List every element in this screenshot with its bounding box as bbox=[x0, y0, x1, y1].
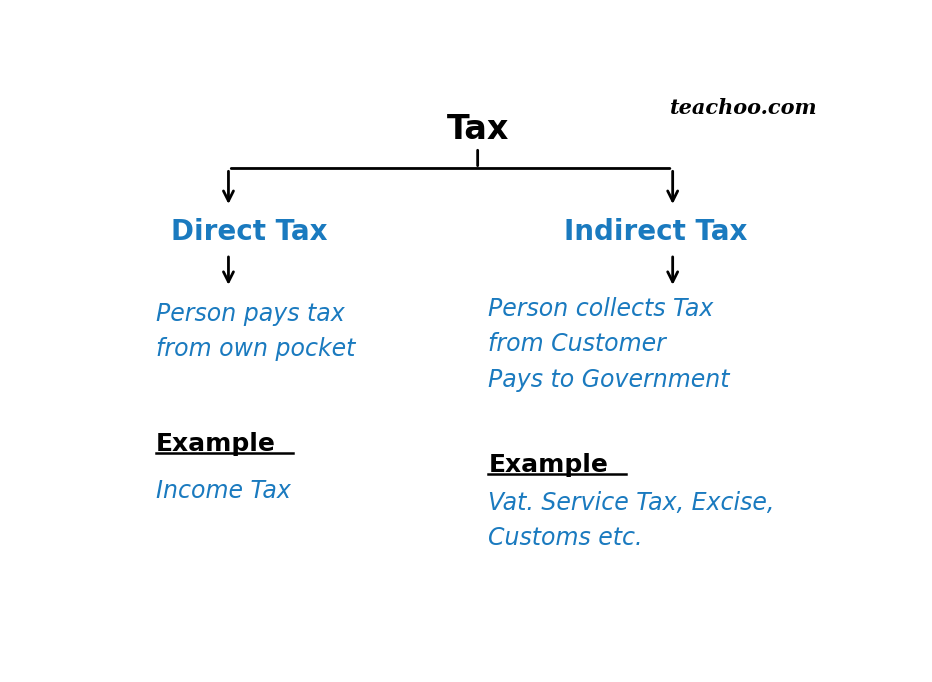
Text: Example: Example bbox=[157, 432, 276, 456]
Text: Person pays tax
from own pocket: Person pays tax from own pocket bbox=[157, 301, 356, 361]
Text: Income Tax: Income Tax bbox=[157, 479, 291, 503]
Text: Direct Tax: Direct Tax bbox=[171, 218, 327, 246]
Text: teachoo.com: teachoo.com bbox=[669, 98, 817, 117]
Text: Vat. Service Tax, Excise,
Customs etc.: Vat. Service Tax, Excise, Customs etc. bbox=[488, 490, 774, 550]
Text: Example: Example bbox=[488, 454, 609, 477]
Text: Tax: Tax bbox=[446, 113, 509, 145]
Text: Person collects Tax
from Customer
Pays to Government: Person collects Tax from Customer Pays t… bbox=[488, 297, 730, 392]
Text: Indirect Tax: Indirect Tax bbox=[565, 218, 747, 246]
